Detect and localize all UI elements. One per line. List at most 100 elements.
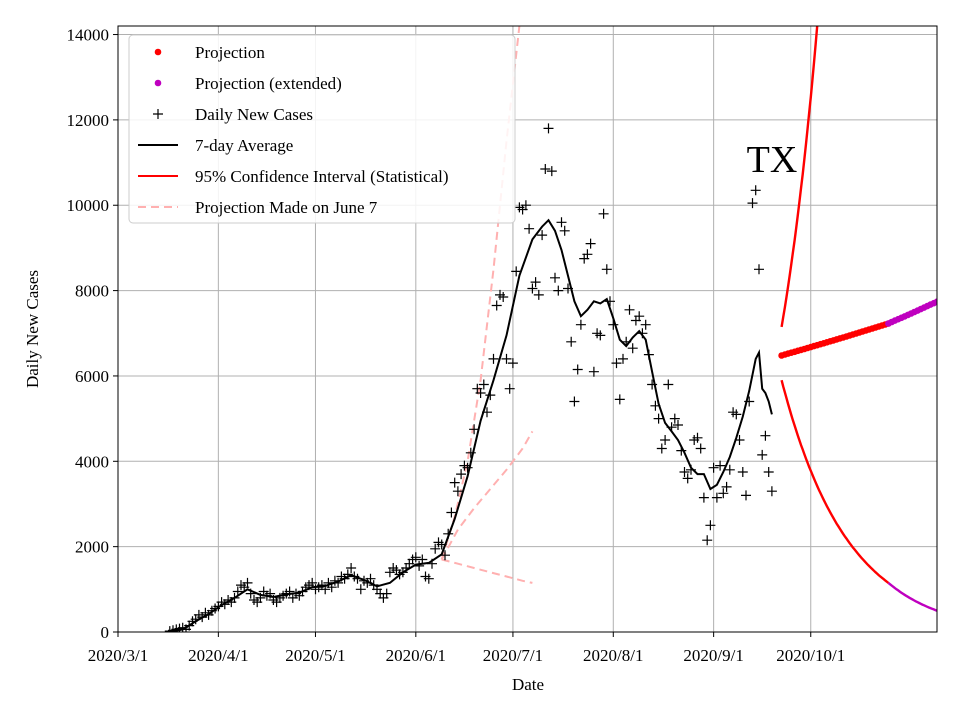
daily-case-marker (381, 588, 392, 599)
projection-extended-point (936, 299, 937, 301)
y-tick-label: 8000 (75, 282, 109, 301)
daily-case-marker (702, 535, 713, 546)
daily-case-marker (595, 330, 606, 341)
daily-case-marker (695, 443, 706, 454)
daily-case-marker (475, 388, 486, 398)
legend-marker-daily (153, 109, 163, 119)
projection-extended-point (943, 294, 950, 301)
daily-case-marker (663, 379, 674, 390)
daily-case-marker (540, 164, 551, 174)
legend-entry-avg: 7-day Average (138, 136, 293, 155)
daily-case-marker (634, 311, 645, 322)
daily-case-marker (724, 464, 735, 475)
daily-case-marker (491, 300, 502, 311)
daily-case-marker (653, 413, 664, 424)
legend-entry-projection: Projection (154, 43, 265, 62)
daily-case-marker (763, 467, 774, 477)
daily-case-marker (553, 285, 564, 296)
x-tick-label: 2020/5/1 (285, 646, 345, 665)
daily-case-marker (550, 272, 560, 283)
daily-case-marker (585, 238, 596, 249)
daily-case-marker (527, 283, 538, 294)
y-tick-label: 0 (101, 623, 110, 642)
daily-case-marker (520, 200, 531, 211)
legend-entry-ci: 95% Confidence Interval (Statistical) (138, 167, 449, 186)
daily-case-marker (750, 185, 761, 196)
legend-label-ci: 95% Confidence Interval (Statistical) (195, 167, 449, 186)
daily-case-marker (462, 462, 473, 473)
daily-case-marker (754, 264, 764, 275)
daily-case-marker (741, 490, 751, 501)
x-tick-label: 2020/8/1 (583, 646, 643, 665)
y-tick-label: 14000 (67, 26, 110, 45)
axes: 2020/3/1 2020/4/1 2020/5/1 2020/6/1 2020/7/1… (67, 26, 846, 665)
x-tick-label: 2020/3/1 (88, 646, 148, 665)
daily-case-marker (598, 208, 609, 219)
daily-case-marker (624, 304, 635, 315)
projection-extended-point (950, 291, 957, 298)
projection-extended-point (947, 292, 954, 299)
x-tick-label: 2020/10/1 (776, 646, 845, 665)
daily-case-marker (715, 460, 726, 471)
daily-case-marker (572, 364, 583, 375)
y-tick-label: 6000 (75, 367, 109, 386)
daily-case-marker (679, 467, 690, 477)
legend-entry-daily: Daily New Cases (153, 105, 313, 124)
daily-case-marker (721, 481, 732, 492)
daily-case-marker (530, 277, 541, 288)
daily-case-marker (410, 552, 421, 563)
ci-lower-extended-line (887, 581, 937, 612)
daily-case-marker (504, 383, 515, 394)
legend-marker-projection_extended (154, 79, 162, 87)
daily-case-marker (488, 353, 499, 364)
daily-case-marker (682, 473, 693, 484)
legend-label-june7: Projection Made on June 7 (195, 198, 378, 217)
daily-case-marker (760, 430, 771, 441)
daily-case-marker (618, 353, 628, 364)
plot-frame (117, 25, 938, 633)
daily-case-marker (601, 264, 612, 275)
x-tick-label: 2020/6/1 (386, 646, 446, 665)
daily-case-marker (611, 358, 622, 369)
daily-case-marker (575, 319, 586, 330)
daily-case-marker (501, 353, 512, 364)
daily-case-marker (669, 413, 680, 424)
daily-case-marker (673, 420, 683, 430)
daily-case-marker (423, 573, 434, 584)
y-tick-label: 12000 (67, 111, 110, 130)
daily-case-marker (355, 584, 366, 595)
daily-case-marker (747, 198, 758, 209)
y-tick-label: 4000 (75, 452, 109, 471)
daily-case-marker (537, 230, 548, 241)
daily-case-marker (705, 520, 716, 531)
daily-case-marker (627, 343, 638, 354)
daily-case-marker (449, 477, 460, 488)
projection-extended-point (956, 288, 960, 295)
daily-case-marker (446, 507, 457, 518)
daily-case-marker (757, 449, 768, 460)
data-layer (164, 26, 960, 632)
legend-label-projection: Projection (195, 43, 265, 62)
daily-case-marker (430, 543, 441, 554)
legend-label-projection_extended: Projection (extended) (195, 74, 342, 93)
daily-case-marker (731, 409, 742, 420)
state-annotation: TX (747, 139, 798, 181)
june7-projection-lower (441, 558, 533, 584)
daily-case-marker (582, 249, 593, 260)
projection-extended-point (933, 298, 937, 305)
projection-extended-point (953, 289, 960, 296)
daily-case-marker (718, 488, 729, 499)
daily-case-marker (711, 492, 722, 503)
x-tick-label: 2020/9/1 (683, 646, 743, 665)
seven-day-average-line (169, 218, 773, 632)
daily-case-marker (533, 289, 544, 300)
daily-case-marker (640, 319, 651, 330)
daily-case-marker (511, 266, 522, 277)
y-axis-label: Daily New Cases (23, 270, 42, 388)
ci-upper-line (780, 26, 819, 328)
daily-case-marker (524, 223, 535, 234)
daily-case-marker (692, 432, 703, 443)
daily-case-marker (566, 336, 577, 347)
daily-case-marker (469, 424, 480, 435)
daily-case-marker (242, 577, 253, 588)
